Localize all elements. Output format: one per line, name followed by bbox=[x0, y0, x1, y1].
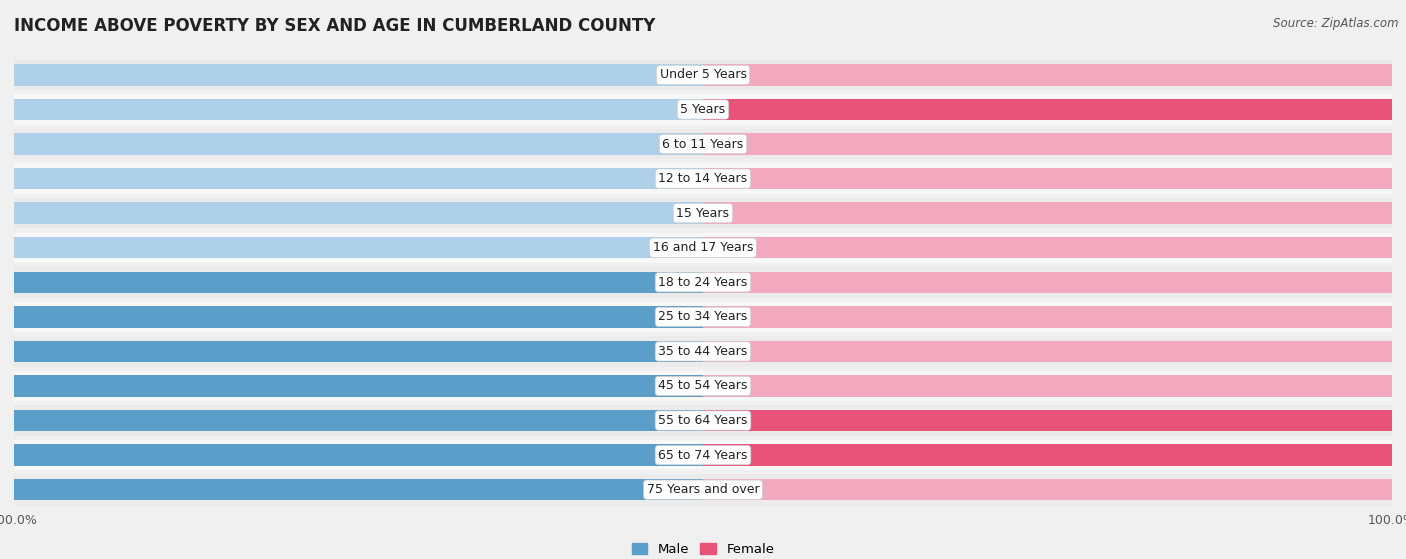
Bar bbox=[14, 302, 1392, 332]
Bar bbox=[703, 375, 1406, 397]
Text: 18 to 24 Years: 18 to 24 Years bbox=[658, 276, 748, 289]
Text: 65 to 74 Years: 65 to 74 Years bbox=[658, 449, 748, 462]
Bar bbox=[703, 134, 1406, 155]
Bar bbox=[703, 168, 1406, 190]
Bar bbox=[703, 272, 1406, 293]
Bar bbox=[703, 202, 1406, 224]
Bar bbox=[0, 237, 703, 258]
Bar bbox=[14, 198, 1392, 229]
Bar bbox=[703, 444, 1406, 466]
Legend: Male, Female: Male, Female bbox=[626, 537, 780, 559]
Text: INCOME ABOVE POVERTY BY SEX AND AGE IN CUMBERLAND COUNTY: INCOME ABOVE POVERTY BY SEX AND AGE IN C… bbox=[14, 17, 655, 35]
Text: 16 and 17 Years: 16 and 17 Years bbox=[652, 241, 754, 254]
Text: Under 5 Years: Under 5 Years bbox=[659, 68, 747, 82]
Bar bbox=[14, 475, 1392, 505]
Bar bbox=[0, 272, 703, 293]
Bar bbox=[0, 444, 703, 466]
Bar bbox=[14, 233, 1392, 263]
Text: 12 to 14 Years: 12 to 14 Years bbox=[658, 172, 748, 185]
Bar bbox=[0, 340, 703, 362]
Text: Source: ZipAtlas.com: Source: ZipAtlas.com bbox=[1274, 17, 1399, 30]
Bar bbox=[0, 375, 703, 397]
Bar bbox=[14, 336, 1392, 367]
Bar bbox=[0, 306, 703, 328]
Bar bbox=[703, 479, 1406, 500]
Text: 5 Years: 5 Years bbox=[681, 103, 725, 116]
Text: 25 to 34 Years: 25 to 34 Years bbox=[658, 310, 748, 323]
Bar bbox=[0, 99, 703, 120]
Bar bbox=[0, 479, 703, 500]
Bar bbox=[703, 340, 1406, 362]
Bar bbox=[14, 94, 1392, 125]
Text: 6 to 11 Years: 6 to 11 Years bbox=[662, 138, 744, 150]
Bar bbox=[0, 168, 703, 190]
Bar bbox=[14, 267, 1392, 297]
Bar bbox=[703, 306, 1406, 328]
Bar bbox=[0, 202, 703, 224]
Text: 15 Years: 15 Years bbox=[676, 207, 730, 220]
Bar bbox=[703, 99, 1406, 120]
Bar bbox=[0, 134, 703, 155]
Bar bbox=[14, 60, 1392, 90]
Bar bbox=[14, 163, 1392, 194]
Bar bbox=[703, 64, 1406, 86]
Bar bbox=[703, 237, 1406, 258]
Text: 55 to 64 Years: 55 to 64 Years bbox=[658, 414, 748, 427]
Bar bbox=[0, 64, 703, 86]
Text: 35 to 44 Years: 35 to 44 Years bbox=[658, 345, 748, 358]
Bar bbox=[14, 440, 1392, 470]
Bar bbox=[14, 371, 1392, 401]
Text: 75 Years and over: 75 Years and over bbox=[647, 483, 759, 496]
Bar bbox=[0, 410, 703, 431]
Bar bbox=[703, 410, 1406, 431]
Text: 45 to 54 Years: 45 to 54 Years bbox=[658, 380, 748, 392]
Bar bbox=[14, 129, 1392, 159]
Bar bbox=[14, 405, 1392, 436]
